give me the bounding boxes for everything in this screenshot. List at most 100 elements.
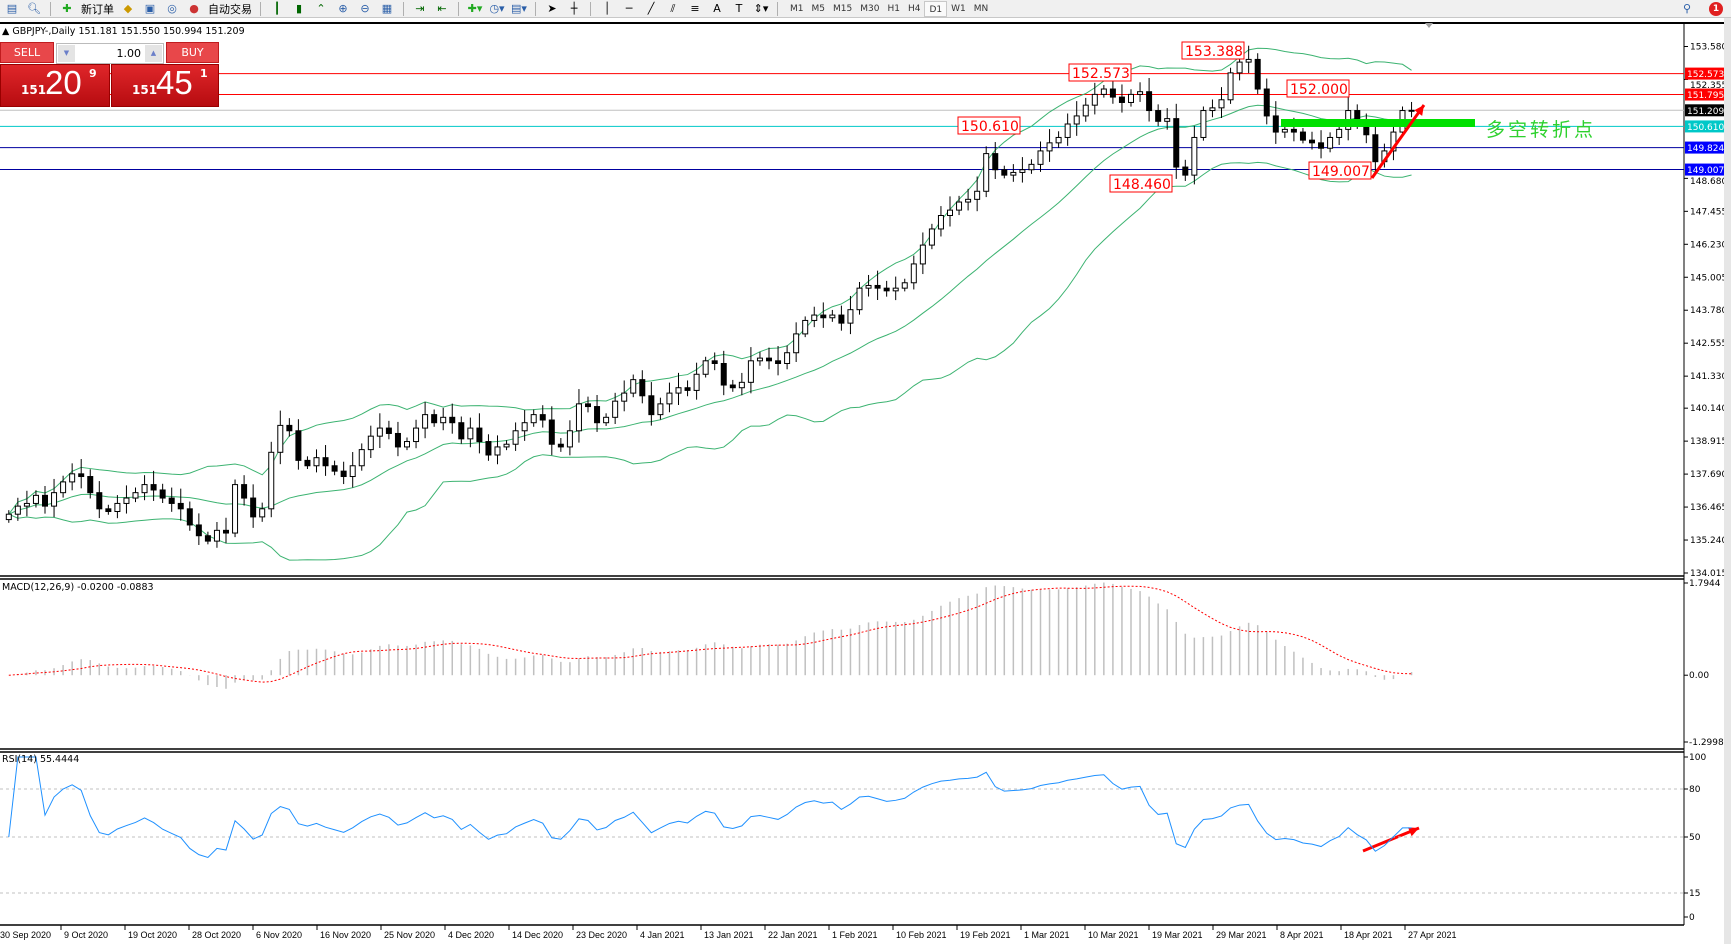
timeframe-mn[interactable]: MN xyxy=(973,3,989,14)
candle-bullish xyxy=(14,505,21,515)
chart-shift-icon[interactable]: ⇤ xyxy=(437,1,447,15)
search-icon[interactable]: ⚲ xyxy=(1682,2,1692,15)
candle-bullish xyxy=(60,481,67,494)
market-watch-icon[interactable]: ◆ xyxy=(123,1,133,15)
auto-trading-button[interactable]: 自动交易 xyxy=(208,2,252,16)
auto-trading-icon[interactable]: ● xyxy=(189,1,199,15)
bar-chart-icon[interactable]: ┃ xyxy=(273,1,281,15)
sell-price-fraction: 9 xyxy=(89,67,97,80)
timeframe-m1[interactable]: M1 xyxy=(790,3,804,14)
timeframe-h4[interactable]: H4 xyxy=(907,3,921,14)
candle-bullish xyxy=(1010,171,1017,176)
candle-bearish xyxy=(1318,142,1325,149)
sell-button[interactable]: SELL xyxy=(0,42,54,63)
pivot-zone-bar xyxy=(1281,119,1475,127)
line-chart-icon[interactable]: ⌃ xyxy=(316,1,326,15)
candle-bearish xyxy=(1173,118,1180,168)
vertical-scrollbar[interactable] xyxy=(1724,18,1731,944)
candle-bullish xyxy=(512,430,519,445)
timeframe-d1[interactable]: D1 xyxy=(924,0,948,17)
toolbar-right: ⚲ 1 xyxy=(1679,0,1723,18)
date-label: 25 Nov 2020 xyxy=(384,930,435,940)
candle-bearish xyxy=(1290,128,1297,133)
timeframe-m30[interactable]: M30 xyxy=(860,3,880,14)
pivot-label: 多空转折点 xyxy=(1486,119,1596,141)
candle-bullish xyxy=(141,484,148,494)
bollinger-lower xyxy=(8,161,1412,561)
signal-icon[interactable]: ◎ xyxy=(167,1,177,15)
increase-lots-icon[interactable]: ▲ xyxy=(145,45,162,62)
rsi-tick-label: 80 xyxy=(1689,785,1701,795)
indicators-icon[interactable]: ✚▾ xyxy=(467,1,483,15)
equidistant-channel-icon[interactable]: ⫽ xyxy=(670,1,676,15)
zoom-in-icon[interactable]: ⊕ xyxy=(338,1,348,15)
arrows-icon[interactable]: ⇕▾ xyxy=(753,1,769,15)
candle-bullish xyxy=(114,502,121,513)
candle-bullish xyxy=(919,244,926,265)
zoom-out-icon[interactable]: ⊖ xyxy=(360,1,370,15)
candle-bullish xyxy=(1073,115,1080,125)
candle-bearish xyxy=(241,484,248,499)
new-chart-icon[interactable]: ▤ xyxy=(6,1,18,15)
timeframe-h1[interactable]: H1 xyxy=(887,3,900,14)
candle-bullish xyxy=(1227,72,1234,101)
candle-bearish xyxy=(1309,139,1315,144)
candle-bearish xyxy=(585,403,591,408)
candle-bullish xyxy=(865,284,872,289)
rsi-tick-label: 0 xyxy=(1689,913,1695,923)
candle-bearish xyxy=(204,535,211,542)
templates-icon[interactable]: ▤▾ xyxy=(511,1,527,15)
candle-bearish xyxy=(322,457,329,467)
text-label-icon[interactable]: T xyxy=(735,1,743,15)
candle-bullish xyxy=(1245,58,1252,63)
buy-price-main: 45 xyxy=(156,64,193,101)
navigator-icon[interactable]: ▣ xyxy=(144,1,156,15)
annotation-box xyxy=(1068,63,1132,82)
buy-button[interactable]: BUY xyxy=(166,42,219,63)
sell-price[interactable]: 151 20 9 xyxy=(0,64,110,107)
decrease-lots-icon[interactable]: ▼ xyxy=(58,45,75,62)
candlestick-icon[interactable]: ▮ xyxy=(295,1,303,15)
price-tick-label: 136.465 xyxy=(1690,503,1724,513)
candle-bearish xyxy=(766,357,772,362)
tile-windows-icon[interactable]: ▦ xyxy=(381,1,393,15)
new-order-button[interactable]: 新订单 xyxy=(81,2,114,16)
buy-price[interactable]: 151 45 1 xyxy=(111,64,219,107)
timeframe-m15[interactable]: M15 xyxy=(833,3,853,14)
candle-bullish xyxy=(666,392,673,405)
candle-bullish xyxy=(5,513,12,521)
vertical-line-icon[interactable]: │ xyxy=(603,1,611,15)
lot-size-input[interactable]: 1.00 xyxy=(116,47,142,60)
date-label: 19 Oct 2020 xyxy=(128,930,177,940)
timeframe-m5[interactable]: M5 xyxy=(811,3,826,14)
autoscroll-icon[interactable]: ⇥ xyxy=(415,1,425,15)
price-level-label-bg xyxy=(1685,120,1724,133)
price-level-label: 151.209 xyxy=(1687,107,1724,117)
text-icon[interactable]: A xyxy=(713,1,721,15)
cursor-icon[interactable]: ➤ xyxy=(547,1,557,15)
candle-bearish xyxy=(711,360,718,364)
candle-bullish xyxy=(51,492,58,507)
lot-size-stepper[interactable]: ▼ 1.00 ▲ xyxy=(56,43,164,64)
timeframe-w1[interactable]: W1 xyxy=(951,3,966,14)
chart-window xyxy=(0,22,1724,925)
fibonacci-icon[interactable]: ≡ xyxy=(690,1,700,15)
periods-icon[interactable]: ◷▾ xyxy=(489,1,505,15)
new-order-icon[interactable]: ✚ xyxy=(62,1,72,15)
horizontal-line-icon[interactable]: ─ xyxy=(625,1,633,15)
trendline-icon[interactable]: ╱ xyxy=(647,1,655,15)
candle-bullish xyxy=(702,360,709,375)
price-tick-label: 147.455 xyxy=(1690,207,1724,217)
crosshair-icon[interactable]: ┼ xyxy=(570,1,578,15)
candle-bullish xyxy=(1390,131,1397,152)
candle-bullish xyxy=(422,414,429,429)
candle-bullish xyxy=(349,465,356,478)
price-tick-label: 145.005 xyxy=(1690,273,1724,283)
annotation-box xyxy=(1308,161,1372,180)
candle-bullish xyxy=(503,443,510,448)
date-label: 13 Jan 2021 xyxy=(704,930,754,940)
candle-bearish xyxy=(295,430,302,461)
zoom-window-icon[interactable]: 🔍︎ xyxy=(27,1,41,15)
notifications-badge[interactable]: 1 xyxy=(1709,2,1723,16)
